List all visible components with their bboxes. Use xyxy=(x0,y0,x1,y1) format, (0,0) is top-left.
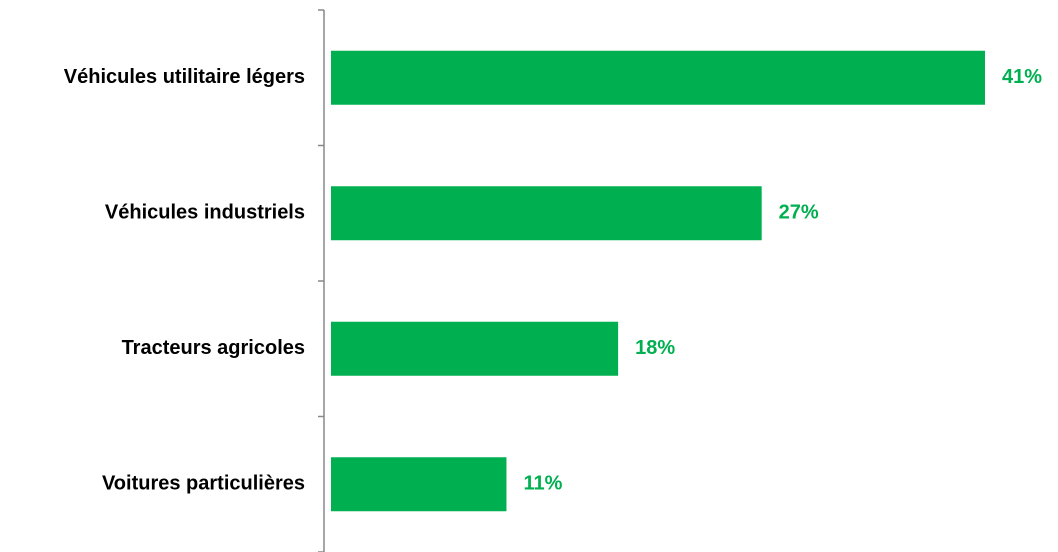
value-label: 41% xyxy=(1002,66,1042,88)
bar xyxy=(331,186,762,241)
bar xyxy=(331,321,619,376)
category-label: Voitures particulières xyxy=(102,473,305,495)
bar xyxy=(331,50,985,105)
category-label: Véhicules utilitaire légers xyxy=(64,66,305,88)
category-label: Véhicules industriels xyxy=(105,202,305,224)
value-label: 18% xyxy=(635,337,675,359)
value-label: 11% xyxy=(523,473,562,495)
bar xyxy=(331,457,507,512)
value-label: 27% xyxy=(779,202,819,224)
category-label: Tracteurs agricoles xyxy=(122,337,305,359)
